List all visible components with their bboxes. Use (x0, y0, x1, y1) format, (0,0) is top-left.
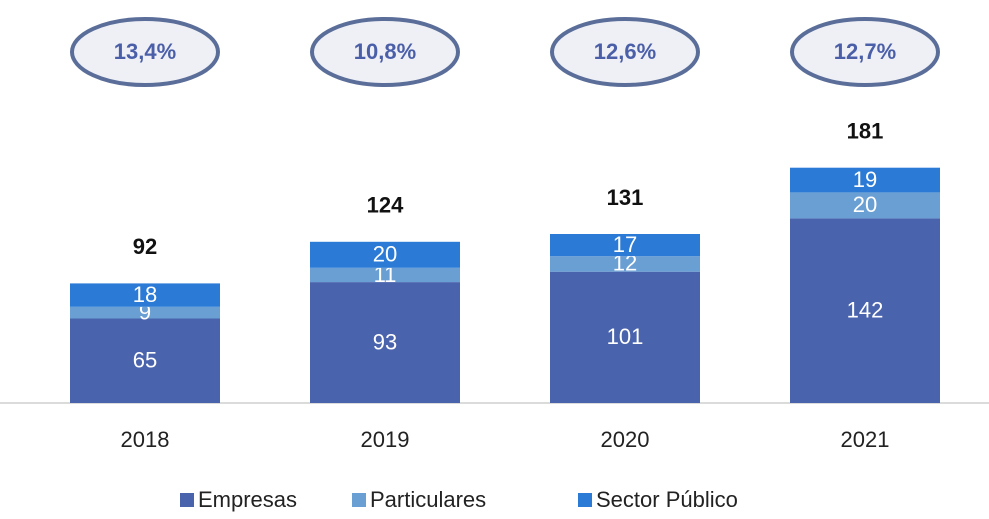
bar-segment (550, 234, 700, 257)
x-tick-label: 2018 (121, 427, 170, 452)
segment-label: 17 (613, 232, 637, 257)
segment-label: 11 (374, 262, 397, 287)
growth-label: 12,7% (834, 39, 896, 64)
legend-label: Empresas (198, 487, 297, 512)
total-label: 131 (607, 185, 644, 210)
total-label: 181 (847, 119, 884, 144)
x-tick-label: 2019 (361, 427, 410, 452)
growth-label: 10,8% (354, 39, 416, 64)
bar-segment (310, 267, 460, 283)
legend-swatch (180, 493, 194, 507)
segment-label: 20 (373, 242, 397, 267)
growth-bubble (550, 17, 700, 87)
bar-segment (310, 241, 460, 268)
bar-segment (70, 318, 220, 403)
segment-label: 65 (133, 348, 157, 373)
legend-swatch (578, 493, 592, 507)
legend-label: Sector Público (596, 487, 738, 512)
segment-label: 19 (853, 167, 877, 192)
x-tick-label: 2021 (841, 427, 890, 452)
bar-segment (790, 192, 940, 219)
growth-label: 12,6% (594, 39, 656, 64)
bar-segment (550, 271, 700, 403)
bar-segment (310, 282, 460, 403)
segment-label: 142 (847, 298, 884, 323)
growth-label: 13,4% (114, 39, 176, 64)
growth-bubble (70, 17, 220, 87)
segment-label: 18 (133, 282, 157, 307)
segment-label: 93 (373, 329, 397, 354)
bar-segment (70, 306, 220, 319)
legend-label: Particulares (370, 487, 486, 512)
segment-label: 101 (607, 324, 644, 349)
bar-segment (790, 218, 940, 403)
legend-swatch (352, 493, 366, 507)
bar-segment (790, 167, 940, 193)
segment-label: 20 (853, 192, 877, 217)
x-tick-label: 2020 (601, 427, 650, 452)
total-label: 124 (367, 193, 404, 218)
total-label: 92 (133, 234, 157, 259)
bar-segment (550, 256, 700, 272)
growth-bubble (790, 17, 940, 87)
bar-segment (70, 283, 220, 307)
growth-bubble (310, 17, 460, 87)
